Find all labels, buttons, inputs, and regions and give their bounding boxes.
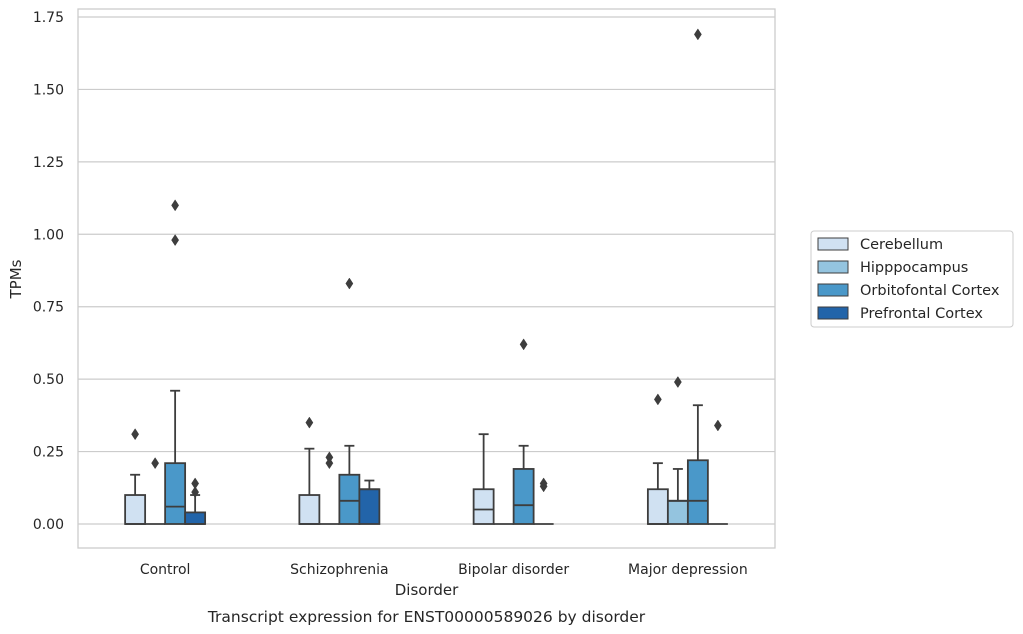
box-cerebellum — [472, 433, 495, 525]
y-tick-label: 0.75 — [33, 300, 64, 316]
outlier-point — [539, 477, 548, 490]
y-axis-label: TPMs — [7, 259, 25, 299]
y-tick-label: 0.00 — [33, 517, 64, 533]
box-body — [646, 488, 669, 525]
outlier-point — [191, 486, 200, 499]
y-tick-labels: 0.00 0.25 0.50 0.75 1.00 1.25 1.50 1.75 — [33, 10, 64, 533]
gridlines — [78, 16, 775, 525]
y-tick-label: 0.50 — [33, 372, 64, 388]
outlier-point — [325, 451, 334, 464]
legend-swatch — [817, 260, 849, 274]
box-prefrontal-cortex — [358, 479, 381, 525]
legend-swatch — [817, 237, 849, 251]
outlier-point — [519, 338, 528, 351]
y-tick-label: 1.00 — [33, 227, 64, 243]
x-tick-label: Bipolar disorder — [458, 562, 569, 578]
legend-label: Cerebellum — [860, 237, 943, 253]
box-body — [164, 462, 187, 525]
x-tick-label: Control — [140, 562, 191, 578]
y-tick-label: 1.75 — [33, 10, 64, 26]
box-orbitofontal-cortex — [686, 28, 709, 525]
box-orbitofontal-cortex — [512, 338, 535, 525]
legend-frame — [810, 230, 1014, 328]
box-body — [184, 511, 207, 525]
legend-label: Hipppocampus — [860, 260, 968, 276]
box-cerebellum — [646, 393, 669, 525]
x-tick-label: Major depression — [628, 562, 748, 578]
legend-label: Prefrontal Cortex — [860, 306, 983, 322]
outlier-point — [345, 277, 354, 290]
outlier-point — [673, 376, 682, 388]
box-body — [338, 473, 361, 525]
legend-swatch — [817, 283, 849, 297]
outlier-point — [171, 234, 180, 247]
outlier-point — [653, 393, 662, 406]
box-body — [298, 494, 321, 525]
legend-swatch — [817, 306, 849, 320]
y-tick-label: 0.25 — [33, 445, 64, 461]
legend: Cerebellum Hipppocampus Orbitofontal Corte… — [810, 230, 1014, 328]
outlier-point — [693, 28, 702, 41]
box-hipppocampus — [319, 451, 340, 525]
outlier-point — [305, 416, 314, 429]
box-body — [512, 468, 535, 525]
box-orbitofontal-cortex — [338, 277, 361, 525]
box-cerebellum — [298, 416, 321, 525]
box-body — [472, 488, 495, 525]
box-prefrontal-cortex — [707, 419, 728, 525]
chart-caption: Transcript expression for ENST0000058902… — [207, 608, 646, 626]
y-tick-label: 1.50 — [33, 82, 64, 98]
y-tick-label: 1.25 — [33, 155, 64, 171]
box-body — [358, 488, 381, 525]
box-cerebellum — [124, 428, 147, 525]
x-axis-label: Disorder — [395, 581, 459, 599]
outlier-point — [151, 457, 160, 470]
box-orbitofontal-cortex — [164, 199, 187, 525]
outlier-point — [171, 199, 180, 212]
box-marks — [124, 28, 728, 525]
outlier-point — [131, 428, 140, 441]
x-tick-labels: Control Schizophrenia Bipolar disorder Majo… — [140, 562, 748, 578]
box-body — [666, 499, 689, 525]
box-prefrontal-cortex — [184, 477, 207, 525]
box-prefrontal-cortex — [533, 477, 554, 525]
plot-frame — [77, 8, 776, 549]
x-tick-label: Schizophrenia — [290, 562, 388, 578]
box-hipppocampus — [145, 457, 166, 525]
outlier-point — [191, 477, 200, 490]
legend-label: Orbitofontal Cortex — [860, 283, 1000, 299]
box-hipppocampus — [666, 376, 689, 525]
box-body — [124, 494, 147, 525]
box-body — [686, 459, 709, 525]
outlier-point — [713, 419, 722, 432]
